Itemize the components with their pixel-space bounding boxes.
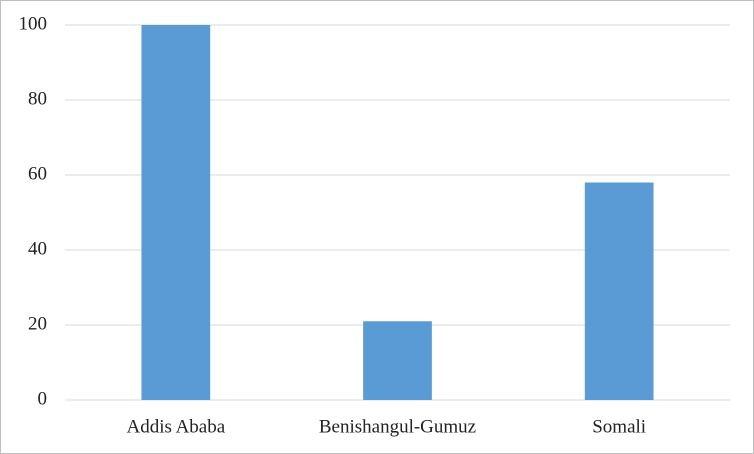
y-tick-label: 20: [28, 313, 47, 334]
y-tick-label: 100: [19, 13, 48, 34]
y-tick-label: 60: [28, 163, 47, 184]
y-tick-label: 80: [28, 88, 47, 109]
x-tick-label: Somali: [592, 416, 646, 437]
x-tick-label: Addis Ababa: [126, 416, 225, 437]
x-tick-label: Benishangul-Gumuz: [319, 416, 476, 437]
bar: [141, 25, 211, 400]
y-tick-label: 0: [38, 388, 48, 409]
bar: [363, 321, 432, 400]
bar: [584, 182, 654, 400]
y-tick-label: 40: [28, 238, 47, 259]
